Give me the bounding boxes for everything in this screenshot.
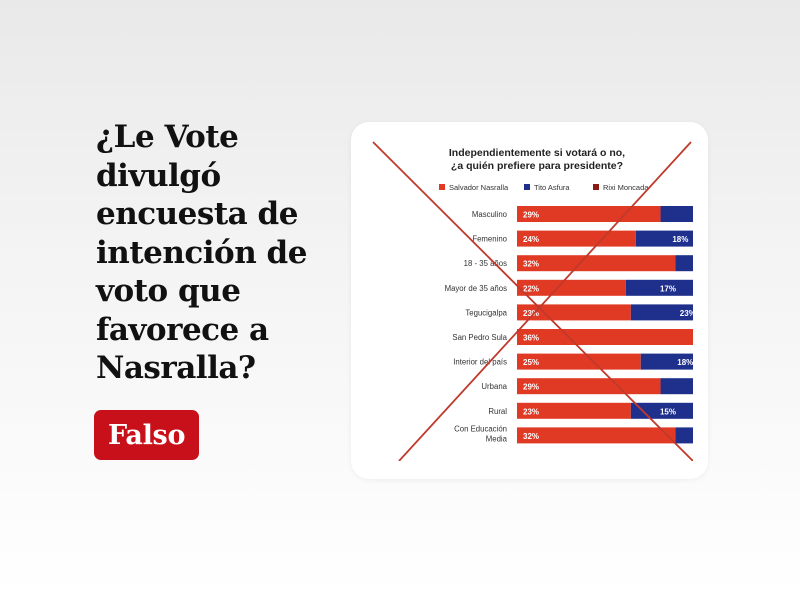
bar-label-tito-asfura-rural: 15% xyxy=(660,407,676,416)
bar-label-salvador-nasralla-mayor-de-35-anos: 22% xyxy=(523,284,539,293)
headline: ¿Le Vote divulgó encuesta de intención d… xyxy=(96,119,307,386)
bar-salvador-nasralla-interior-del-pais xyxy=(517,353,641,370)
bar-salvador-nasralla-masculino xyxy=(517,206,661,222)
chart-image: Independientemente si votará o no, ¿a qu… xyxy=(367,122,693,461)
bar-salvador-nasralla-con-educacion-media xyxy=(517,427,676,444)
bar-label-salvador-nasralla-masculino: 29% xyxy=(523,211,539,220)
chart-bars: 29%17%15%24%18%12%32%18%13%22%17%14%23%2… xyxy=(517,206,693,444)
bar-salvador-nasralla-urbana xyxy=(517,378,661,395)
bar-label-salvador-nasralla-san-pedro-sula: 36% xyxy=(523,334,539,343)
category-label-femenino: Femenino xyxy=(472,235,507,244)
legend-swatch-salvador-nasralla xyxy=(439,184,445,190)
bar-label-salvador-nasralla-femenino: 24% xyxy=(523,235,539,244)
chart-category-labels: Masculino Femenino 18 - 35 años Mayor de 35… xyxy=(445,210,508,443)
category-label-interior-del-pais: Interior del país xyxy=(453,358,507,367)
verdict-badge: Falso xyxy=(94,410,200,460)
category-label-tegucigalpa: Tegucigalpa xyxy=(465,308,507,317)
bar-label-salvador-nasralla-con-educacion-media: 32% xyxy=(523,432,539,441)
bar-tito-asfura-urbana xyxy=(660,378,693,395)
cross-line-1 xyxy=(372,141,693,461)
bar-salvador-nasralla-tegucigalpa xyxy=(517,304,631,321)
bar-tito-asfura-masculino xyxy=(660,206,693,222)
bar-salvador-nasralla-18-35-anos xyxy=(517,255,676,272)
category-label-con-educacion-media-1: Con Educación xyxy=(454,424,507,433)
verdict-label: Falso xyxy=(108,419,186,451)
legend-swatch-tito-asfura xyxy=(524,184,530,190)
bar-tito-asfura-mayor-de-35-anos xyxy=(625,279,693,296)
bar-tito-asfura-tegucigalpa xyxy=(630,304,693,321)
category-label-rural: Rural xyxy=(488,407,507,416)
bar-tito-asfura-interior-del-pais xyxy=(640,353,693,370)
bar-label-salvador-nasralla-rural: 23% xyxy=(523,407,539,416)
bar-label-salvador-nasralla-tegucigalpa: 23% xyxy=(523,309,539,318)
category-label-con-educacion-media-2: Media xyxy=(486,434,508,443)
cross-line-2 xyxy=(398,141,692,461)
legend-label-salvador-nasralla: Salvador Nasralla xyxy=(449,183,509,192)
bar-label-tito-asfura-mayor-de-35-anos: 17% xyxy=(660,284,676,293)
bar-tito-asfura-femenino xyxy=(635,230,693,247)
category-label-18-35-anos: 18 - 35 años xyxy=(464,259,507,268)
bar-label-tito-asfura-femenino: 18% xyxy=(672,235,688,244)
legend-label-tito-asfura: Tito Asfura xyxy=(534,183,570,192)
cross-out-mark xyxy=(372,141,693,461)
bar-label-salvador-nasralla-urbana: 29% xyxy=(523,383,539,392)
chart-title-line-1: Independientemente si votará o no, xyxy=(449,147,625,159)
bar-label-tito-asfura-interior-del-pais: 18% xyxy=(677,358,693,367)
bar-salvador-nasralla-san-pedro-sula xyxy=(517,329,693,345)
bar-tito-asfura-con-educacion-media xyxy=(675,427,693,444)
category-label-mayor-de-35-anos: Mayor de 35 años xyxy=(445,284,508,293)
legend-label-rixi-moncada: Rixi Moncada xyxy=(603,183,649,192)
bar-label-salvador-nasralla-18-35-anos: 32% xyxy=(523,260,539,269)
chart-card: Independientemente si votará o no, ¿a qu… xyxy=(351,122,708,479)
chart-title-line-2: ¿a quién prefiere para presidente? xyxy=(451,160,623,172)
legend-swatch-rixi-moncada xyxy=(593,184,599,190)
category-label-urbana: Urbana xyxy=(481,382,507,391)
chart-legend: Salvador Nasralla Tito Asfura Rixi Moncada xyxy=(439,183,649,192)
bar-label-tito-asfura-tegucigalpa: 23% xyxy=(680,309,693,318)
category-label-masculino: Masculino xyxy=(472,210,508,219)
category-label-san-pedro-sula: San Pedro Sula xyxy=(452,333,507,342)
bar-tito-asfura-18-35-anos xyxy=(675,255,693,272)
bar-salvador-nasralla-rural xyxy=(517,402,631,419)
poll-chart: Independientemente si votará o no, ¿a qu… xyxy=(367,122,693,461)
bar-label-salvador-nasralla-interior-del-pais: 25% xyxy=(523,358,539,367)
bar-salvador-nasralla-mayor-de-35-anos xyxy=(517,279,626,296)
